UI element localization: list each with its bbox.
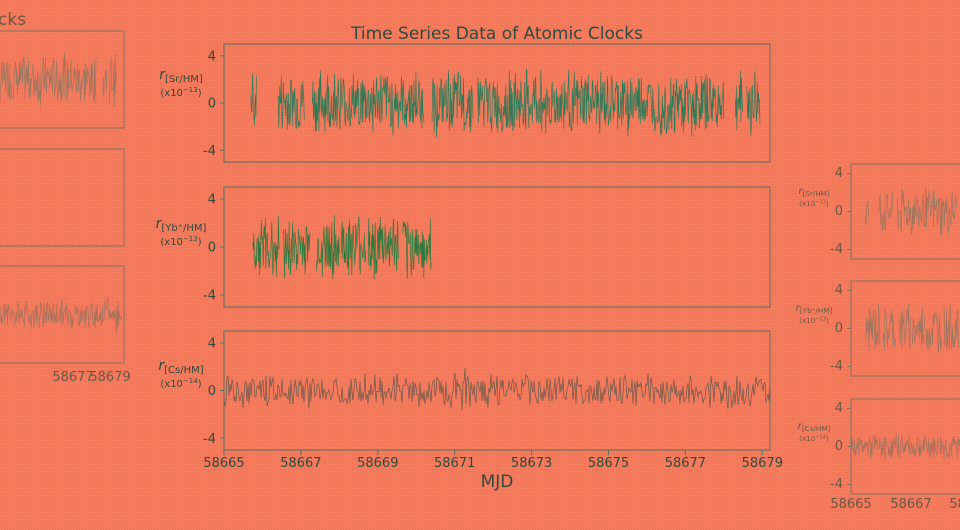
- y-axis-label: r[Sr/HM]: [159, 67, 203, 85]
- y-tick-label: -4: [203, 432, 216, 447]
- left-ghost-x-tick: 58677: [52, 370, 93, 385]
- y-axis-label: r[Cs/HM]: [798, 421, 831, 433]
- series-line-yb: [865, 304, 881, 351]
- y-axis-scale: (x10−13): [160, 86, 201, 99]
- panel-frame: [0, 30, 125, 129]
- left-ghost-title: cks: [0, 10, 26, 30]
- left-ghost-x-tick: 58679: [89, 370, 130, 385]
- y-tick-label: 0: [208, 384, 216, 399]
- series-line-sr: [864, 199, 869, 226]
- series-line-yb: [881, 308, 897, 351]
- y-tick-label: 4: [208, 337, 216, 352]
- y-axis-label: r[Yb⁺/HM]: [796, 303, 833, 315]
- y-tick-label: -4: [830, 477, 843, 492]
- y-axis-scale: (x10−14): [160, 377, 201, 390]
- right-ghost-x-tick: 58665: [830, 497, 871, 512]
- y-axis-scale: (x10−14): [799, 434, 829, 443]
- series-line-cs: [850, 432, 960, 461]
- right-ghost-x-tick: 58667: [890, 497, 931, 512]
- main-figure: Time Series Data of Atomic Clocks 4 0 -4 r[S…: [156, 24, 783, 492]
- y-tick-label: 4: [835, 283, 843, 298]
- series-line-yb: [402, 218, 432, 279]
- x-tick-label: 58679: [742, 456, 783, 471]
- left-ghost-x-tick: 5: [0, 370, 1, 385]
- x-tick-label: 58671: [434, 456, 475, 471]
- series-line-yb: [925, 312, 942, 353]
- series-line-yb: [898, 303, 911, 349]
- y-axis-scale: (x10−13): [799, 316, 829, 325]
- chart-title: Time Series Data of Atomic Clocks: [350, 24, 643, 44]
- series-line-sr: [735, 71, 744, 131]
- series-line-yb: [943, 304, 959, 351]
- series-line-sr: [250, 73, 257, 126]
- y-tick-label: -4: [830, 359, 843, 374]
- x-tick-label: 58665: [203, 456, 244, 471]
- panel-frame: [850, 163, 960, 260]
- x-tick-label: 58667: [280, 456, 321, 471]
- series-line-yb: [315, 215, 340, 279]
- y-tick-label: -4: [830, 242, 843, 257]
- y-tick-label: 0: [208, 97, 216, 112]
- series-line-sr: [878, 191, 894, 232]
- x-tick-label: 58677: [665, 456, 706, 471]
- y-tick-label: 0: [208, 241, 216, 256]
- y-tick-label: 0: [835, 321, 843, 336]
- series-line-sr: [896, 187, 957, 235]
- x-tick-label: 58673: [511, 456, 552, 471]
- right-ghost-x-tick: 58669: [949, 497, 960, 512]
- y-tick-label: 4: [835, 166, 843, 181]
- series-line-sr: [277, 76, 305, 130]
- x-axis-label: MJD: [481, 472, 514, 492]
- x-tick-label: 58669: [357, 456, 398, 471]
- y-tick-label: -4: [203, 144, 216, 159]
- panel-frame: [0, 265, 125, 364]
- panel-frame: [0, 148, 125, 247]
- series-line-cs: [0, 297, 122, 335]
- y-tick-label: 4: [835, 401, 843, 416]
- series-line-yb: [367, 216, 400, 280]
- series-line-sr: [431, 70, 474, 138]
- series-line-yb: [340, 216, 367, 276]
- y-axis-label: r[Yb⁺/HM]: [156, 216, 207, 234]
- y-tick-label: 0: [835, 204, 843, 219]
- series-line-sr: [102, 69, 108, 98]
- y-axis-label: r[Cs/HM]: [158, 358, 203, 376]
- series-line-yb: [283, 221, 311, 279]
- series-line-sr: [746, 71, 761, 137]
- series-line-sr: [108, 53, 117, 108]
- y-axis-scale: (x10−13): [799, 199, 829, 208]
- series-line-cs: [223, 367, 771, 410]
- series-line-sr: [477, 68, 725, 137]
- right-ghost-figure: 40-440-440-4r[Sr/HM](x10−13)r[Yb⁺/HM](x1…: [796, 163, 960, 512]
- y-axis-label: r[Sr/HM]: [798, 186, 830, 198]
- series-line-sr: [0, 52, 97, 106]
- y-tick-label: -4: [203, 289, 216, 304]
- y-axis-scale: (x10−13): [160, 235, 201, 248]
- x-tick-label: 58675: [588, 456, 629, 471]
- series-line-yb: [911, 307, 925, 349]
- series-line-sr: [312, 70, 425, 136]
- series-line-yb: [252, 215, 280, 277]
- y-tick-label: 4: [208, 193, 216, 208]
- y-tick-label: 0: [835, 439, 843, 454]
- y-tick-label: 4: [208, 49, 216, 64]
